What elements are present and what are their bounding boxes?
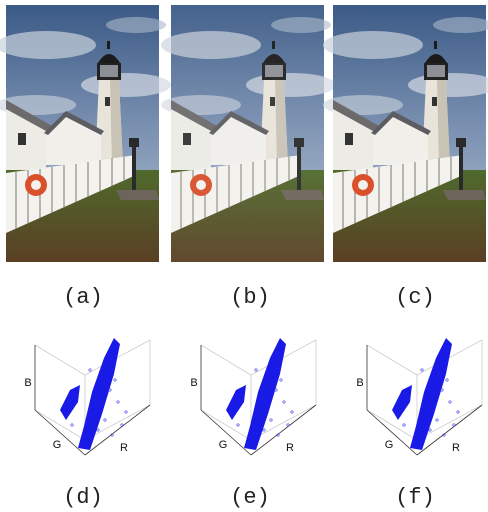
caption: (e) [230,485,270,510]
axis-label: B [356,377,363,389]
scatter-plot: B G R [356,338,482,455]
photo-a [0,5,171,262]
axis-label: G [219,439,228,451]
scatter-cloud [367,338,482,455]
figure: (a) (b) (c) B G R B G R B G R (d) (e) (f… [0,0,488,512]
caption: (f) [395,485,435,510]
axis-label: R [452,442,460,454]
caption: (d) [63,485,103,510]
scatter-cloud [201,338,316,455]
axis-label: B [24,377,31,389]
caption: (b) [230,285,270,310]
axis-label: G [53,439,62,451]
scatter-cloud [35,338,150,455]
scatter-plot: B G R [24,338,150,455]
caption: (a) [63,285,103,310]
axis-label: R [120,442,128,454]
photo-c [323,5,488,262]
caption: (c) [395,285,435,310]
scatter-plot: B G R [190,338,316,455]
axis-label: R [286,442,294,454]
axis-label: G [385,439,394,451]
photo-b [161,5,336,262]
axis-label: B [190,377,197,389]
